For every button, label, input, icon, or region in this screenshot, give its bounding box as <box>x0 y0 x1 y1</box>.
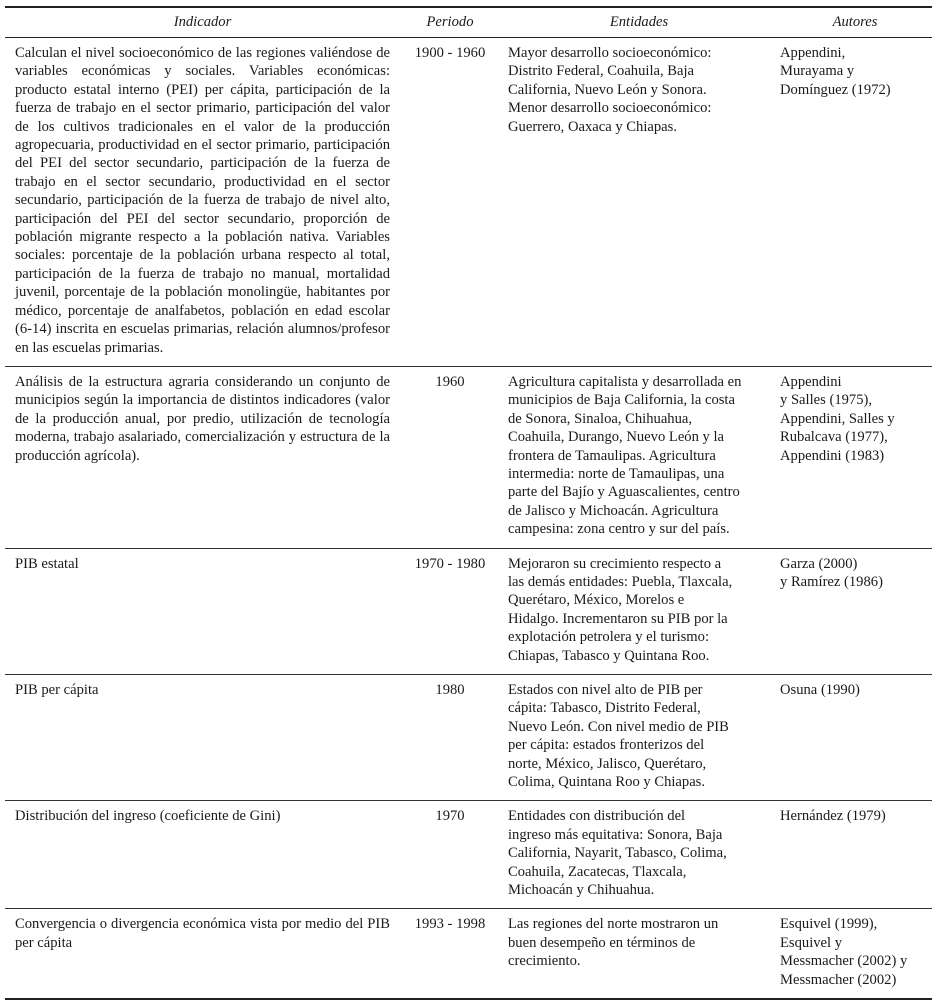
cell-indicador: Convergencia o divergencia económica vis… <box>15 916 390 951</box>
table-row: Convergencia o divergencia económica vis… <box>5 909 932 1000</box>
cell-entidades: Mayor desarrollo socioeconómico: Distrit… <box>508 45 712 135</box>
cell-autores: Osuna (1990) <box>780 682 860 698</box>
table-row: Análisis de la estructura agraria consid… <box>5 366 932 549</box>
cell-periodo: 1960 <box>435 373 465 390</box>
cell-autores: Garza (2000) y Ramírez (1986) <box>780 555 883 590</box>
cell-entidades: Entidades con distribución del ingreso m… <box>508 808 727 899</box>
cell-autores: Appendini, Murayama y Domínguez (1972) <box>780 45 891 98</box>
cell-autores: Hernández (1979) <box>780 808 886 825</box>
indicators-table: Indicador Periodo Entidades Autores Calc… <box>5 6 932 1000</box>
cell-indicador: Análisis de la estructura agraria consid… <box>15 373 390 464</box>
cell-indicador: Distribución del ingreso (coeficiente de… <box>15 808 281 825</box>
table-row: Distribución del ingreso (coeficiente de… <box>5 801 932 909</box>
table-row: PIB per cápita 1980 Estados con nivel al… <box>5 675 932 801</box>
cell-entidades: Agricultura capitalista y desarrollada e… <box>508 373 742 538</box>
table-row: Calculan el nivel socioeconómico de las … <box>5 38 932 367</box>
cell-autores: Esquivel (1999), Esquivel y Messmacher (… <box>780 916 908 988</box>
header-periodo: Periodo <box>426 14 474 31</box>
cell-indicador: PIB per cápita <box>15 682 99 698</box>
cell-periodo: 1980 <box>435 682 465 698</box>
header-autores: Autores <box>832 14 878 31</box>
cell-periodo: 1993 - 1998 <box>414 916 486 933</box>
cell-entidades: Mejoraron su crecimiento respecto a las … <box>508 555 733 664</box>
cell-indicador: Calculan el nivel socioeconómico de las … <box>15 45 390 356</box>
cell-autores: Appendini y Salles (1975), Appendini, Sa… <box>780 373 895 464</box>
cell-periodo: 1970 - 1980 <box>414 555 486 572</box>
table-row: PIB estatal 1970 - 1980 Mejoraron su cre… <box>5 548 932 675</box>
header-indicador: Indicador <box>173 14 232 31</box>
table-header-row: Indicador Periodo Entidades Autores <box>5 7 932 38</box>
cell-entidades: Estados con nivel alto de PIB per cápita… <box>508 682 729 791</box>
cell-entidades: Las regiones del norte mostraron un buen… <box>508 916 719 970</box>
cell-indicador: PIB estatal <box>15 555 79 572</box>
cell-periodo: 1970 <box>435 808 465 825</box>
cell-periodo: 1900 - 1960 <box>414 45 486 61</box>
header-entidades: Entidades <box>609 14 669 31</box>
